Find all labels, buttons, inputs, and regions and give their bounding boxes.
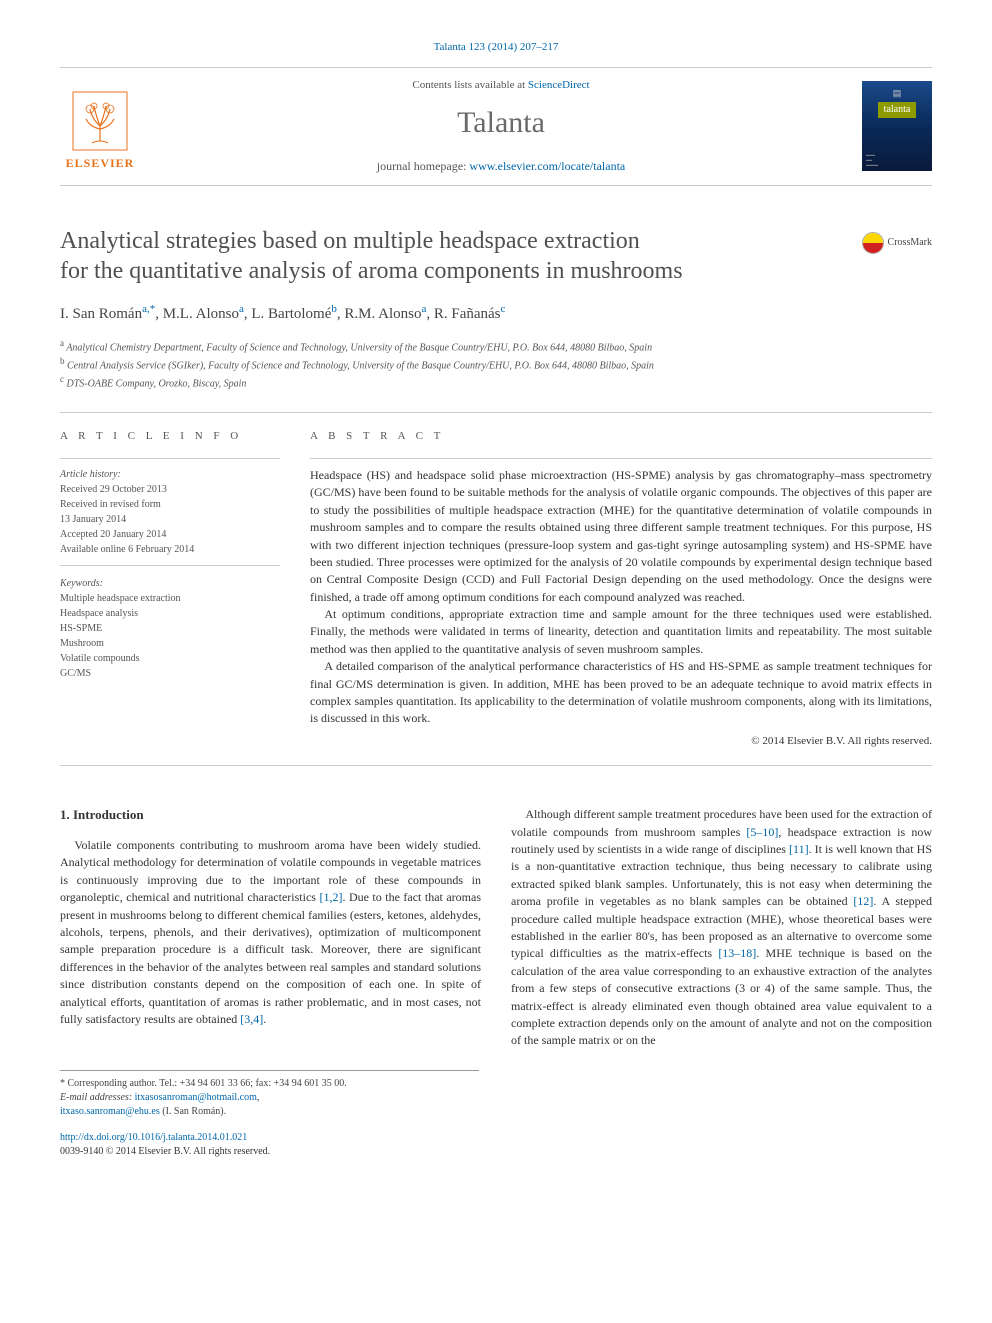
keyword-4: Mushroom	[60, 636, 280, 651]
intro-p1: Volatile components contributing to mush…	[60, 837, 481, 1028]
keyword-2: Headspace analysis	[60, 606, 280, 621]
ref-12[interactable]: [12]	[853, 894, 873, 908]
title-line-2: for the quantitative analysis of aroma c…	[60, 258, 683, 284]
abstract-p3: A detailed comparison of the analytical …	[310, 658, 932, 728]
author-1-aff[interactable]: a,	[142, 303, 150, 315]
footnote-block: * Corresponding author. Tel.: +34 94 601…	[60, 1070, 479, 1119]
email-sep: ,	[257, 1092, 260, 1103]
article-info-body: Article history: Received 29 October 201…	[60, 467, 280, 681]
homepage-line: journal homepage: www.elsevier.com/locat…	[140, 158, 862, 175]
affiliation-c: DTS-OABE Company, Orozko, Biscay, Spain	[67, 379, 247, 390]
article-info-label: A R T I C L E I N F O	[60, 429, 280, 444]
banner-center: Contents lists available at ScienceDirec…	[140, 78, 862, 174]
email-line-2: itxaso.sanroman@ehu.es (I. San Román).	[60, 1105, 479, 1119]
author-1: I. San Román	[60, 306, 142, 322]
keyword-1: Multiple headspace extraction	[60, 591, 280, 606]
citation-link[interactable]: Talanta 123 (2014) 207–217	[434, 41, 559, 53]
contents-line: Contents lists available at ScienceDirec…	[140, 78, 862, 93]
abstract-label: A B S T R A C T	[310, 429, 932, 444]
abstract-p2: At optimum conditions, appropriate extra…	[310, 606, 932, 658]
author-4: , R.M. Alonso	[337, 306, 422, 322]
email-line: E-mail addresses: itxasosanroman@hotmail…	[60, 1091, 479, 1105]
ref-13-18[interactable]: [13–18]	[718, 946, 756, 960]
keywords-label: Keywords:	[60, 576, 280, 591]
elsevier-text: ELSEVIER	[66, 155, 135, 172]
divider-top	[60, 412, 932, 413]
corresponding-author: * Corresponding author. Tel.: +34 94 601…	[60, 1077, 479, 1091]
ai-divider	[60, 458, 280, 459]
email-name: (I. San Román).	[160, 1106, 226, 1117]
keyword-6: GC/MS	[60, 666, 280, 681]
revised-label: Received in revised form	[60, 497, 280, 512]
ref-3-4[interactable]: [3,4]	[240, 1012, 263, 1026]
ref-11[interactable]: [11]	[789, 842, 809, 856]
email-2[interactable]: itxaso.sanroman@ehu.es	[60, 1106, 160, 1117]
contents-prefix: Contents lists available at	[412, 79, 527, 91]
sciencedirect-link[interactable]: ScienceDirect	[528, 79, 590, 91]
email-1[interactable]: itxasosanroman@hotmail.com	[135, 1092, 257, 1103]
author-2: , M.L. Alonso	[155, 306, 239, 322]
online-date: Available online 6 February 2014	[60, 542, 280, 557]
history-label: Article history:	[60, 467, 280, 482]
header-banner: ELSEVIER Contents lists available at Sci…	[60, 67, 932, 185]
crossmark-badge[interactable]: CrossMark	[862, 232, 932, 254]
authors-line: I. San Romána,*, M.L. Alonsoa, L. Bartol…	[60, 302, 932, 325]
intro-heading: 1. Introduction	[60, 806, 481, 825]
intro-columns: 1. Introduction Volatile components cont…	[60, 806, 932, 1049]
article-info-col: A R T I C L E I N F O Article history: R…	[60, 429, 280, 750]
accepted-date: Accepted 20 January 2014	[60, 527, 280, 542]
author-3: , L. Bartolomé	[244, 306, 331, 322]
ref-1-2[interactable]: [1,2]	[319, 890, 342, 904]
intro-p2e: . MHE technique is based on the calculat…	[511, 946, 932, 1047]
title-line-1: Analytical strategies based on multiple …	[60, 228, 640, 254]
affiliation-a: Analytical Chemistry Department, Faculty…	[66, 342, 652, 353]
homepage-prefix: journal homepage:	[377, 159, 470, 173]
revised-date: 13 January 2014	[60, 512, 280, 527]
kw-divider	[60, 565, 280, 566]
abstract-col: A B S T R A C T Headspace (HS) and heads…	[310, 429, 932, 750]
divider-bottom	[60, 765, 932, 766]
intro-p2: Although different sample treatment proc…	[511, 806, 932, 1049]
abstract-copyright: © 2014 Elsevier B.V. All rights reserved…	[310, 734, 932, 749]
affiliation-b: Central Analysis Service (SGIker), Facul…	[67, 360, 654, 371]
email-label: E-mail addresses:	[60, 1092, 135, 1103]
header-citation: Talanta 123 (2014) 207–217	[60, 40, 932, 55]
crossmark-label: CrossMark	[888, 236, 932, 250]
author-5: , R. Fañanás	[426, 306, 500, 322]
article-title: Analytical strategies based on multiple …	[60, 226, 932, 286]
abs-divider	[310, 458, 932, 459]
homepage-link[interactable]: www.elsevier.com/locate/talanta	[469, 159, 625, 173]
journal-cover-thumb: ▤ talanta ━━━━━━━━━	[862, 81, 932, 171]
affiliations: a Analytical Chemistry Department, Facul…	[60, 337, 932, 392]
doi-link[interactable]: http://dx.doi.org/10.1016/j.talanta.2014…	[60, 1132, 247, 1143]
info-abstract-row: A R T I C L E I N F O Article history: R…	[60, 429, 932, 750]
received-date: Received 29 October 2013	[60, 482, 280, 497]
journal-name: Talanta	[140, 102, 862, 144]
abstract-p1: Headspace (HS) and headspace solid phase…	[310, 467, 932, 606]
crossmark-icon	[862, 232, 884, 254]
abstract-text: Headspace (HS) and headspace solid phase…	[310, 467, 932, 728]
doi-block: http://dx.doi.org/10.1016/j.talanta.2014…	[60, 1131, 932, 1159]
ref-5-10[interactable]: [5–10]	[746, 825, 778, 839]
issn-copyright: 0039-9140 © 2014 Elsevier B.V. All right…	[60, 1145, 932, 1159]
intro-section: 1. Introduction Volatile components cont…	[60, 806, 932, 1049]
intro-p1c: .	[263, 1012, 266, 1026]
keyword-5: Volatile compounds	[60, 651, 280, 666]
elsevier-logo: ELSEVIER	[60, 81, 140, 171]
cover-brand: talanta	[878, 102, 917, 118]
keyword-3: HS-SPME	[60, 621, 280, 636]
author-5-aff[interactable]: c	[501, 303, 506, 315]
elsevier-tree-icon	[72, 91, 128, 151]
intro-p1b: . Due to the fact that aromas present in…	[60, 890, 481, 1026]
